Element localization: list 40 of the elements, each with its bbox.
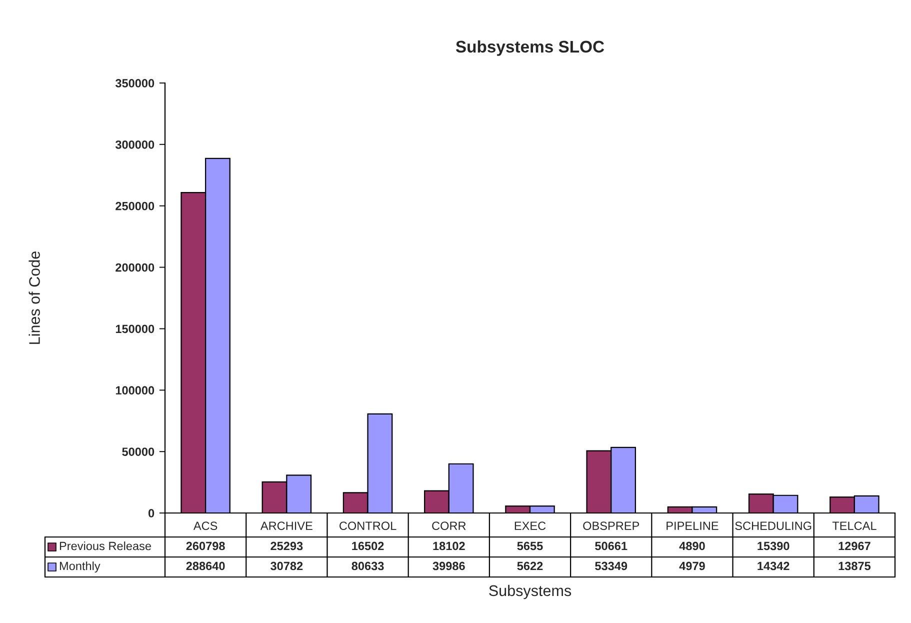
data-label: 16502 — [352, 542, 384, 550]
x-tick-label: CORR — [432, 522, 466, 530]
data-label: 5655 — [517, 542, 543, 550]
y-tick-label: 150000 — [116, 324, 154, 334]
data-label: 13875 — [838, 562, 871, 570]
data-label: 53349 — [595, 562, 628, 570]
legend-label: Monthly — [60, 561, 100, 573]
x-axis-title: Subsystems — [489, 584, 572, 600]
data-label: 30782 — [270, 562, 303, 570]
legend-label: Previous Release — [60, 541, 151, 550]
data-label: 25293 — [270, 542, 303, 550]
data-label: 18102 — [433, 542, 465, 550]
data-label: 260798 — [186, 542, 225, 550]
x-tick-label: CONTROL — [340, 522, 396, 530]
y-tick-label: 350000 — [115, 79, 154, 88]
x-tick-label: ACS — [193, 522, 218, 530]
chart-title: Subsystems SLOC — [456, 40, 604, 56]
data-label: 15390 — [758, 542, 790, 550]
data-label: 80633 — [352, 562, 384, 570]
x-tick-label: TELCAL — [832, 522, 876, 530]
data-label: 4890 — [679, 542, 705, 550]
data-label: 5622 — [517, 562, 543, 570]
y-tick-label: 50000 — [122, 448, 154, 456]
y-tick-label: 300000 — [115, 140, 154, 149]
y-tick-label: 200000 — [116, 263, 154, 272]
x-tick-label: EXEC — [514, 522, 546, 530]
data-label: 4979 — [679, 562, 705, 570]
y-tick-label: 100000 — [116, 386, 154, 395]
x-tick-label: OBSPREP — [583, 522, 640, 530]
data-label: 14342 — [758, 562, 790, 570]
data-label: 39986 — [432, 562, 465, 570]
y-tick-label: 250000 — [116, 202, 154, 210]
data-label: 50661 — [595, 542, 628, 550]
x-tick-label: PIPELINE — [666, 522, 718, 530]
y-axis-title: Lines of Code — [28, 252, 40, 344]
data-label: 12967 — [838, 542, 870, 550]
data-label: 288640 — [186, 562, 225, 570]
y-tick-label: 0 — [148, 509, 154, 518]
x-tick-label: SCHEDULING — [735, 522, 812, 530]
x-tick-label: ARCHIVE — [260, 522, 312, 530]
